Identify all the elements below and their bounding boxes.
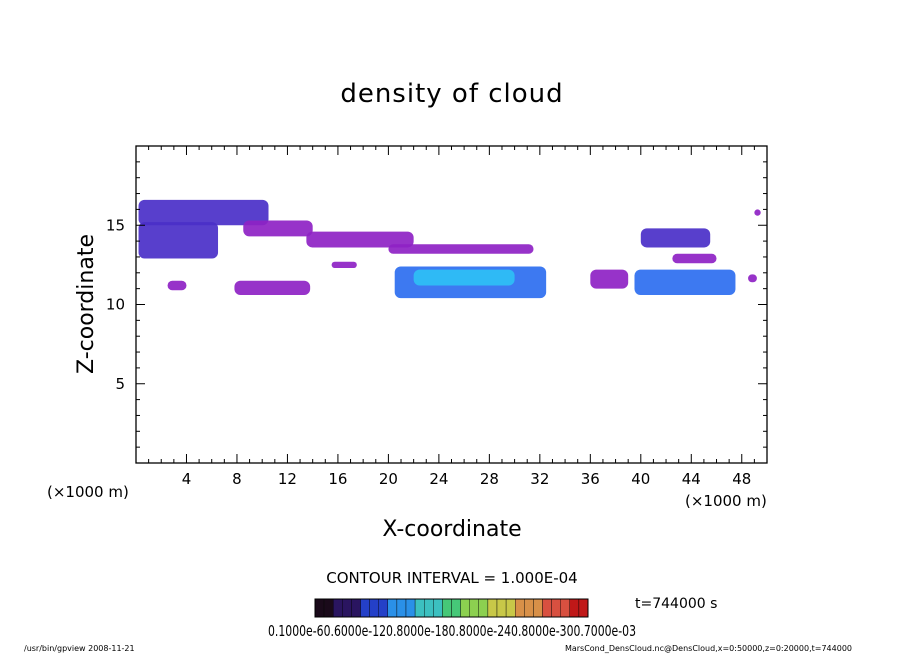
colorbar-cell [533, 598, 543, 618]
cloud-field [138, 199, 761, 299]
cloud-region-11 [634, 269, 736, 295]
cloud-region-15 [754, 209, 761, 216]
colorbar-frame [314, 598, 589, 618]
y-tick-label: 5 [115, 375, 125, 393]
colorbar-cell [414, 598, 425, 618]
x-tick-label: 8 [232, 470, 242, 488]
y-axis-label: Z-coordinate [74, 234, 99, 374]
cloud-region-1 [243, 220, 313, 237]
x-tick-label: 40 [631, 470, 650, 488]
cloud-region-5 [167, 280, 187, 291]
x-tick-label: 16 [328, 470, 347, 488]
cloud-region-3 [388, 244, 534, 254]
footer-left: /usr/bin/gpview 2008-11-21 [24, 644, 135, 653]
colorbar-cell [560, 598, 571, 618]
cloud-region-6 [234, 280, 311, 295]
cloud-region-2 [306, 231, 414, 248]
x-tick-label: 24 [429, 470, 448, 488]
y-tick-labels: 5 10 15 [106, 216, 125, 393]
x-tick-label: 12 [278, 470, 297, 488]
colorbar-cell [451, 598, 461, 618]
colorbar-cell [460, 598, 470, 618]
x-tick-label: 28 [480, 470, 499, 488]
axis-ticks [136, 146, 767, 463]
cloud-region-14 [748, 274, 757, 283]
cloud-region-12 [640, 228, 711, 248]
x-tick-label: 44 [682, 470, 701, 488]
colorbar-tick-labels: 0.1000e-60.6000e-120.8000e-180.8000e-240… [268, 622, 636, 640]
cloud-region-7 [331, 261, 357, 269]
footer-right: MarsCond_DensCloud.nc@DensCloud,x=0:5000… [565, 644, 852, 653]
colorbar-cell [524, 598, 534, 618]
colorbar-cell [442, 598, 452, 618]
colorbar-cell [487, 598, 498, 618]
colorbar-cell [369, 598, 379, 618]
x-unit-left: (×1000 m) [47, 483, 129, 501]
contour-interval-label: CONTOUR INTERVAL = 1.000E-04 [326, 569, 577, 587]
x-tick-label: 20 [379, 470, 398, 488]
colorbar-cell [569, 598, 580, 618]
x-tick-labels: 4 8 12 16 20 24 28 32 36 40 44 48 [182, 470, 752, 488]
x-tick-label: 48 [732, 470, 751, 488]
colorbar-cell [378, 598, 389, 618]
chart-title: density of cloud [340, 79, 563, 109]
colorbar-cell [542, 598, 552, 618]
colorbar-cell [333, 598, 343, 618]
x-tick-label: 4 [182, 470, 192, 488]
time-label: t=744000 s [635, 596, 717, 612]
colorbar-cell [342, 598, 352, 618]
x-axis-label: X-coordinate [382, 517, 521, 542]
colorbar-cell [387, 598, 398, 618]
x-tick-label: 32 [530, 470, 549, 488]
colorbar-cell [478, 598, 489, 618]
colorbar-cell [578, 598, 589, 618]
cloud-region-13 [672, 253, 717, 264]
colorbar-cell [515, 598, 525, 618]
colorbar-cell [405, 598, 416, 618]
colorbar-cell [551, 598, 561, 618]
colorbar-cell [323, 598, 334, 618]
colorbar-cell [360, 598, 370, 618]
colorbar-cell [496, 598, 507, 618]
y-tick-label: 15 [106, 216, 125, 234]
y-tick-label: 10 [106, 296, 125, 314]
plot-frame [135, 145, 768, 464]
cloud-region-4 [138, 222, 219, 259]
x-unit-right: (×1000 m) [685, 492, 767, 510]
cloud-region-10 [590, 269, 629, 289]
colorbar-cell [469, 598, 480, 618]
cloud-region-0 [138, 199, 269, 226]
colorbar-cell [351, 598, 361, 618]
colorbar-cell [314, 598, 325, 618]
colorbar [314, 598, 589, 618]
colorbar-cell [424, 598, 434, 618]
colorbar-cell [433, 598, 443, 618]
colorbar-cell [505, 598, 516, 618]
colorbar-cell [396, 598, 407, 618]
cloud-region-9 [413, 269, 515, 286]
x-tick-label: 36 [581, 470, 600, 488]
